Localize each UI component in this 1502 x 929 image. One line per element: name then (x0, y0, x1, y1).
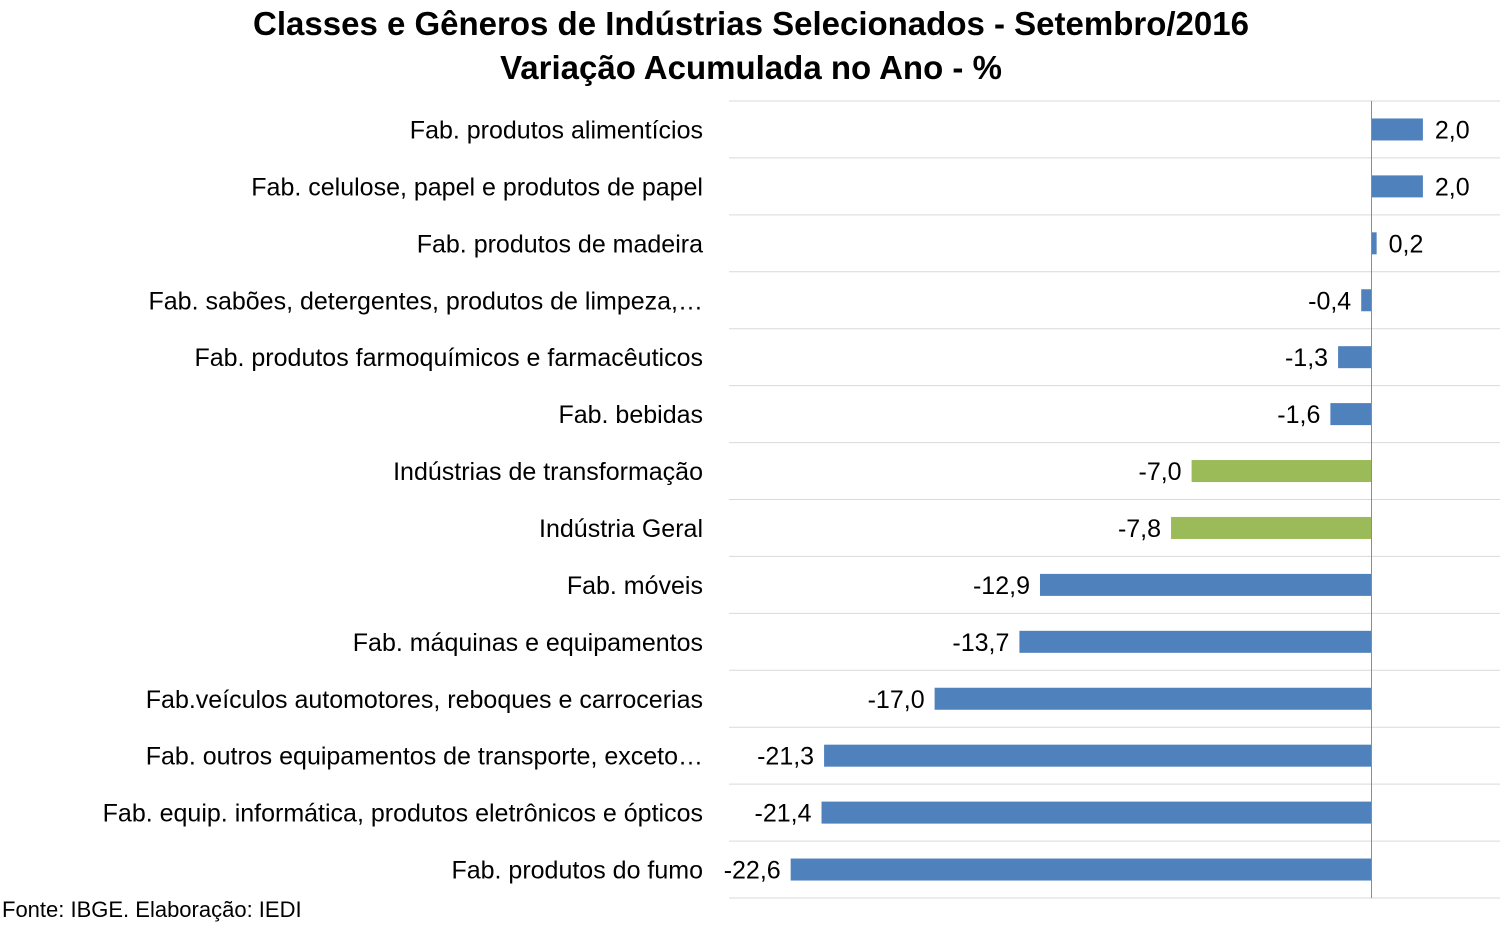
category-label: Fab. outros equipamentos de transporte, … (146, 743, 703, 771)
value-label: 0,2 (1389, 230, 1424, 258)
value-label: -21,3 (757, 743, 814, 771)
category-label: Fab. produtos de madeira (417, 230, 703, 258)
value-label: -13,7 (952, 629, 1009, 657)
bar (790, 858, 1372, 881)
value-label: -21,4 (755, 800, 812, 828)
value-label: -1,3 (1285, 344, 1328, 372)
category-label: Fab. bebidas (558, 401, 703, 429)
gridlines (729, 100, 1500, 899)
bar (1338, 346, 1372, 369)
value-label: 2,0 (1435, 173, 1470, 201)
bar (1191, 460, 1372, 483)
category-label: Fab. sabões, detergentes, produtos de li… (149, 287, 704, 315)
category-label: Fab. equip. informática, produtos eletrô… (103, 800, 703, 828)
category-label: Fab. produtos do fumo (451, 857, 703, 885)
category-label: Fab. móveis (567, 572, 703, 600)
bar (1371, 118, 1423, 141)
chart-title: Classes e Gêneros de Indústrias Selecion… (253, 5, 1249, 42)
bar (1361, 289, 1372, 312)
category-label: Fab. máquinas e equipamentos (353, 629, 703, 657)
category-label: Indústria Geral (539, 515, 703, 543)
category-label: Fab. produtos farmoquímicos e farmacêuti… (194, 344, 703, 372)
chart-subtitle: Variação Acumulada no Ano - % (500, 49, 1002, 86)
bar (1039, 573, 1372, 596)
value-labels: 2,0 2,0 0,2 -0,4 -1,3 -1,6 -7,0 -7,8 -12,9 -13,7 -… (724, 116, 1470, 884)
bar (824, 744, 1372, 767)
value-label: -17,0 (868, 686, 925, 714)
value-label: -12,9 (973, 572, 1030, 600)
bar (934, 687, 1372, 710)
value-label: -7,0 (1139, 458, 1182, 486)
bar (1371, 232, 1377, 255)
value-label: -7,8 (1118, 515, 1161, 543)
bar (1171, 516, 1372, 539)
category-label: Indústrias de transformação (393, 458, 703, 486)
value-label: -22,6 (724, 857, 781, 885)
category-labels: Fab. produtos alimentícios Fab. celulose,… (103, 116, 703, 884)
value-label: -1,6 (1277, 401, 1320, 429)
bar (1371, 175, 1423, 198)
value-label: 2,0 (1435, 116, 1470, 144)
source-note: Fonte: IBGE. Elaboração: IEDI (2, 897, 302, 922)
category-label: Fab.veículos automotores, reboques e car… (146, 686, 703, 714)
bar (1330, 403, 1372, 426)
bar (821, 801, 1372, 824)
category-label: Fab. celulose, papel e produtos de papel (251, 173, 703, 201)
bars (790, 118, 1423, 881)
value-label: -0,4 (1308, 287, 1351, 315)
bar (1019, 630, 1372, 653)
category-label: Fab. produtos alimentícios (410, 116, 703, 144)
